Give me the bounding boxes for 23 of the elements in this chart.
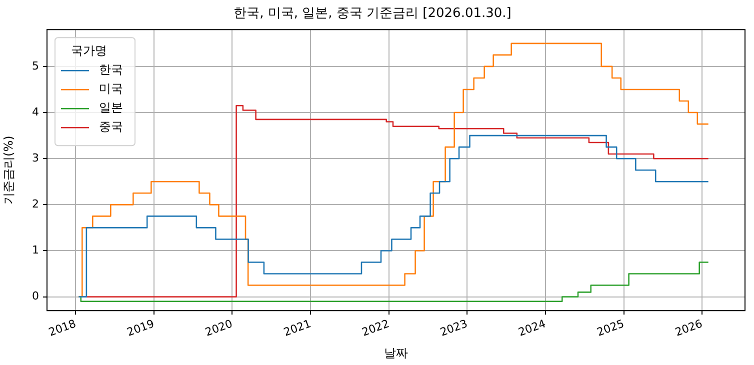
y-tick-label: 3 — [32, 151, 39, 164]
y-tick-label: 2 — [32, 198, 39, 211]
x-tick-label: 2026 — [673, 317, 704, 339]
y-axis-title: 기준금리(%) — [1, 136, 16, 204]
y-tick-label: 0 — [32, 290, 39, 303]
x-tick-label: 2019 — [125, 317, 156, 339]
legend-label: 중국 — [99, 120, 123, 134]
y-tick-label: 4 — [32, 105, 39, 118]
legend-label: 한국 — [99, 62, 123, 77]
x-tick-label: 2020 — [203, 317, 234, 339]
x-tick-label: 2018 — [47, 317, 78, 339]
x-tick-label: 2022 — [360, 317, 391, 339]
legend-title: 국가명 — [71, 44, 107, 58]
x-tick-label: 2024 — [516, 317, 548, 339]
x-tick-label: 2023 — [438, 317, 470, 339]
legend-label: 일본 — [99, 100, 123, 115]
legend-label: 미국 — [99, 82, 123, 96]
x-tick-label: 2025 — [595, 317, 626, 339]
x-tick-label: 2021 — [282, 317, 313, 339]
x-axis-title: 날짜 — [384, 346, 408, 360]
y-tick-label: 1 — [32, 244, 39, 257]
chart-title: 한국, 미국, 일본, 중국 기준금리 [2026.01.30.] — [234, 6, 512, 22]
y-tick-label: 5 — [32, 59, 39, 72]
